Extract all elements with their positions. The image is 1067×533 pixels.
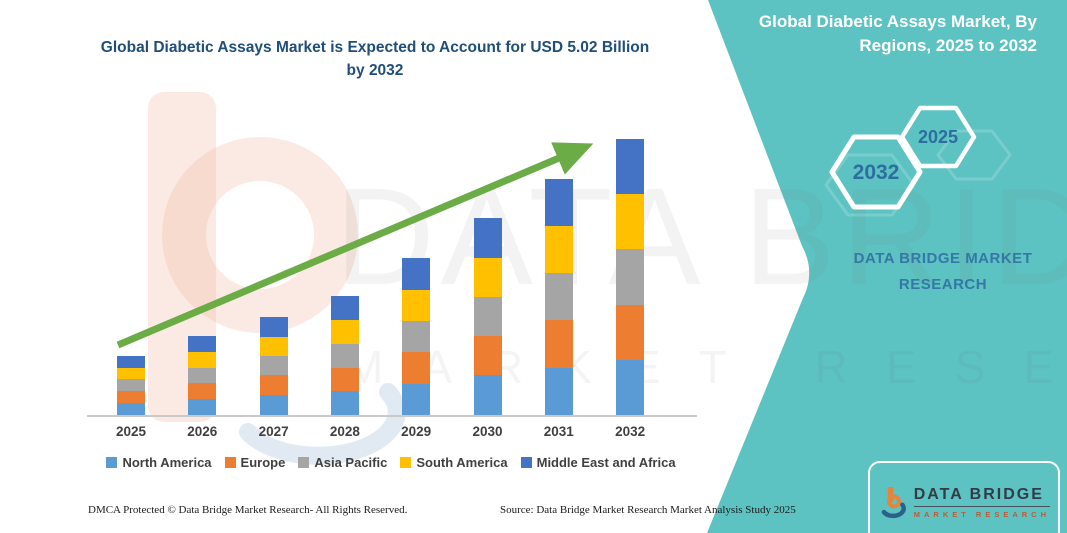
footer-dmca-text: DMCA Protected © Data Bridge Market Rese…: [88, 504, 408, 516]
x-axis-label: 2025: [115, 424, 147, 439]
brand-logo-box: DATA BRIDGE MARKET RESEARCH: [868, 461, 1060, 533]
panel-brand-line1: DATA BRIDGE MARKET: [853, 250, 1033, 267]
bar-segment: [117, 402, 145, 415]
bar-segment: [616, 138, 645, 195]
bar-segment: [117, 391, 145, 403]
bar-segment: [544, 178, 573, 226]
legend-swatch-icon: [400, 457, 412, 468]
panel-brand-name: DATA BRIDGE MARKET RESEARCH: [838, 246, 1048, 297]
logo-sub-text: MARKET RESEARCH: [913, 509, 1050, 519]
bar-segment: [188, 351, 217, 368]
bar-segment: [473, 218, 502, 258]
x-axis-label: 2031: [543, 424, 574, 439]
bar-segment: [473, 296, 502, 336]
legend-item: North America: [106, 455, 212, 470]
bar-segment: [188, 399, 217, 415]
bar-segment: [259, 317, 288, 337]
bar-segment: [402, 257, 431, 290]
bar-segment: [259, 395, 288, 415]
x-axis-label: 2030: [472, 424, 503, 439]
bar-segment: [330, 344, 359, 368]
legend-item: South America: [400, 455, 508, 470]
footer-source-text: Source: Data Bridge Market Research Mark…: [500, 504, 796, 516]
bar-segment: [402, 320, 431, 353]
bar-segment: [544, 225, 573, 274]
x-axis-label: 2027: [258, 424, 289, 439]
bar-segment: [616, 360, 645, 415]
teal-panel-path: [707, 0, 1067, 533]
bar-segment: [402, 383, 431, 415]
bar-segment: [117, 379, 145, 392]
x-axis-label: 2026: [187, 424, 218, 439]
bar-segment: [259, 375, 288, 396]
bar-segment: [330, 367, 359, 392]
bar-segment: [544, 273, 573, 321]
legend-item: Asia Pacific: [298, 455, 387, 470]
bar-segment: [188, 383, 217, 400]
logo-brand-text: DATA BRIDGE: [913, 485, 1044, 503]
x-axis-label: 2032: [615, 424, 646, 439]
legend-label: South America: [416, 455, 508, 470]
panel-title: Global Diabetic Assays Market, By Region…: [758, 12, 1037, 55]
bar-segment: [473, 257, 502, 297]
bar-segment: [544, 320, 573, 368]
bar-segment: [544, 367, 573, 415]
x-axis-label: 2029: [401, 424, 432, 439]
bar-segment: [616, 194, 645, 250]
bar-segment: [616, 305, 645, 360]
legend-swatch-icon: [298, 457, 310, 468]
bar-segment: [188, 367, 217, 384]
legend-item: Middle East and Africa: [520, 455, 676, 470]
chart-title: Global Diabetic Assays Market is Expecte…: [100, 39, 650, 80]
x-axis-label: 2028: [329, 424, 360, 439]
legend-label: Europe: [240, 455, 286, 470]
bar-segment: [330, 320, 359, 345]
bar-segment: [117, 355, 145, 368]
bar-segment: [330, 391, 359, 415]
bar-segment: [473, 375, 502, 415]
bar-segment: [402, 289, 431, 321]
legend-swatch-icon: [106, 457, 118, 468]
bar-segment: [259, 336, 288, 357]
panel-brand-line2: RESEARCH: [898, 275, 988, 293]
logo-text-block: DATA BRIDGE MARKET RESEARCH: [913, 485, 1050, 519]
legend-item: Europe: [224, 455, 286, 470]
legend-label: Middle East and Africa: [536, 455, 676, 470]
bar-segment: [259, 356, 288, 376]
bar-segment: [616, 249, 645, 305]
legend-label: Asia Pacific: [314, 455, 388, 470]
legend-swatch-icon: [224, 457, 236, 468]
bar-segment: [330, 296, 359, 321]
data-bridge-logo-icon: [881, 486, 906, 519]
legend-swatch-icon: [520, 457, 532, 468]
bar-segment: [402, 352, 431, 384]
logo-divider: [913, 505, 1050, 507]
bar-segment: [117, 367, 145, 380]
legend-label: North America: [122, 455, 212, 470]
x-axis-line: [87, 415, 697, 417]
bar-segment: [188, 336, 217, 352]
bar-segment: [473, 335, 502, 376]
chart-legend: North America Europe Asia Pacific South Ame…: [88, 455, 694, 470]
